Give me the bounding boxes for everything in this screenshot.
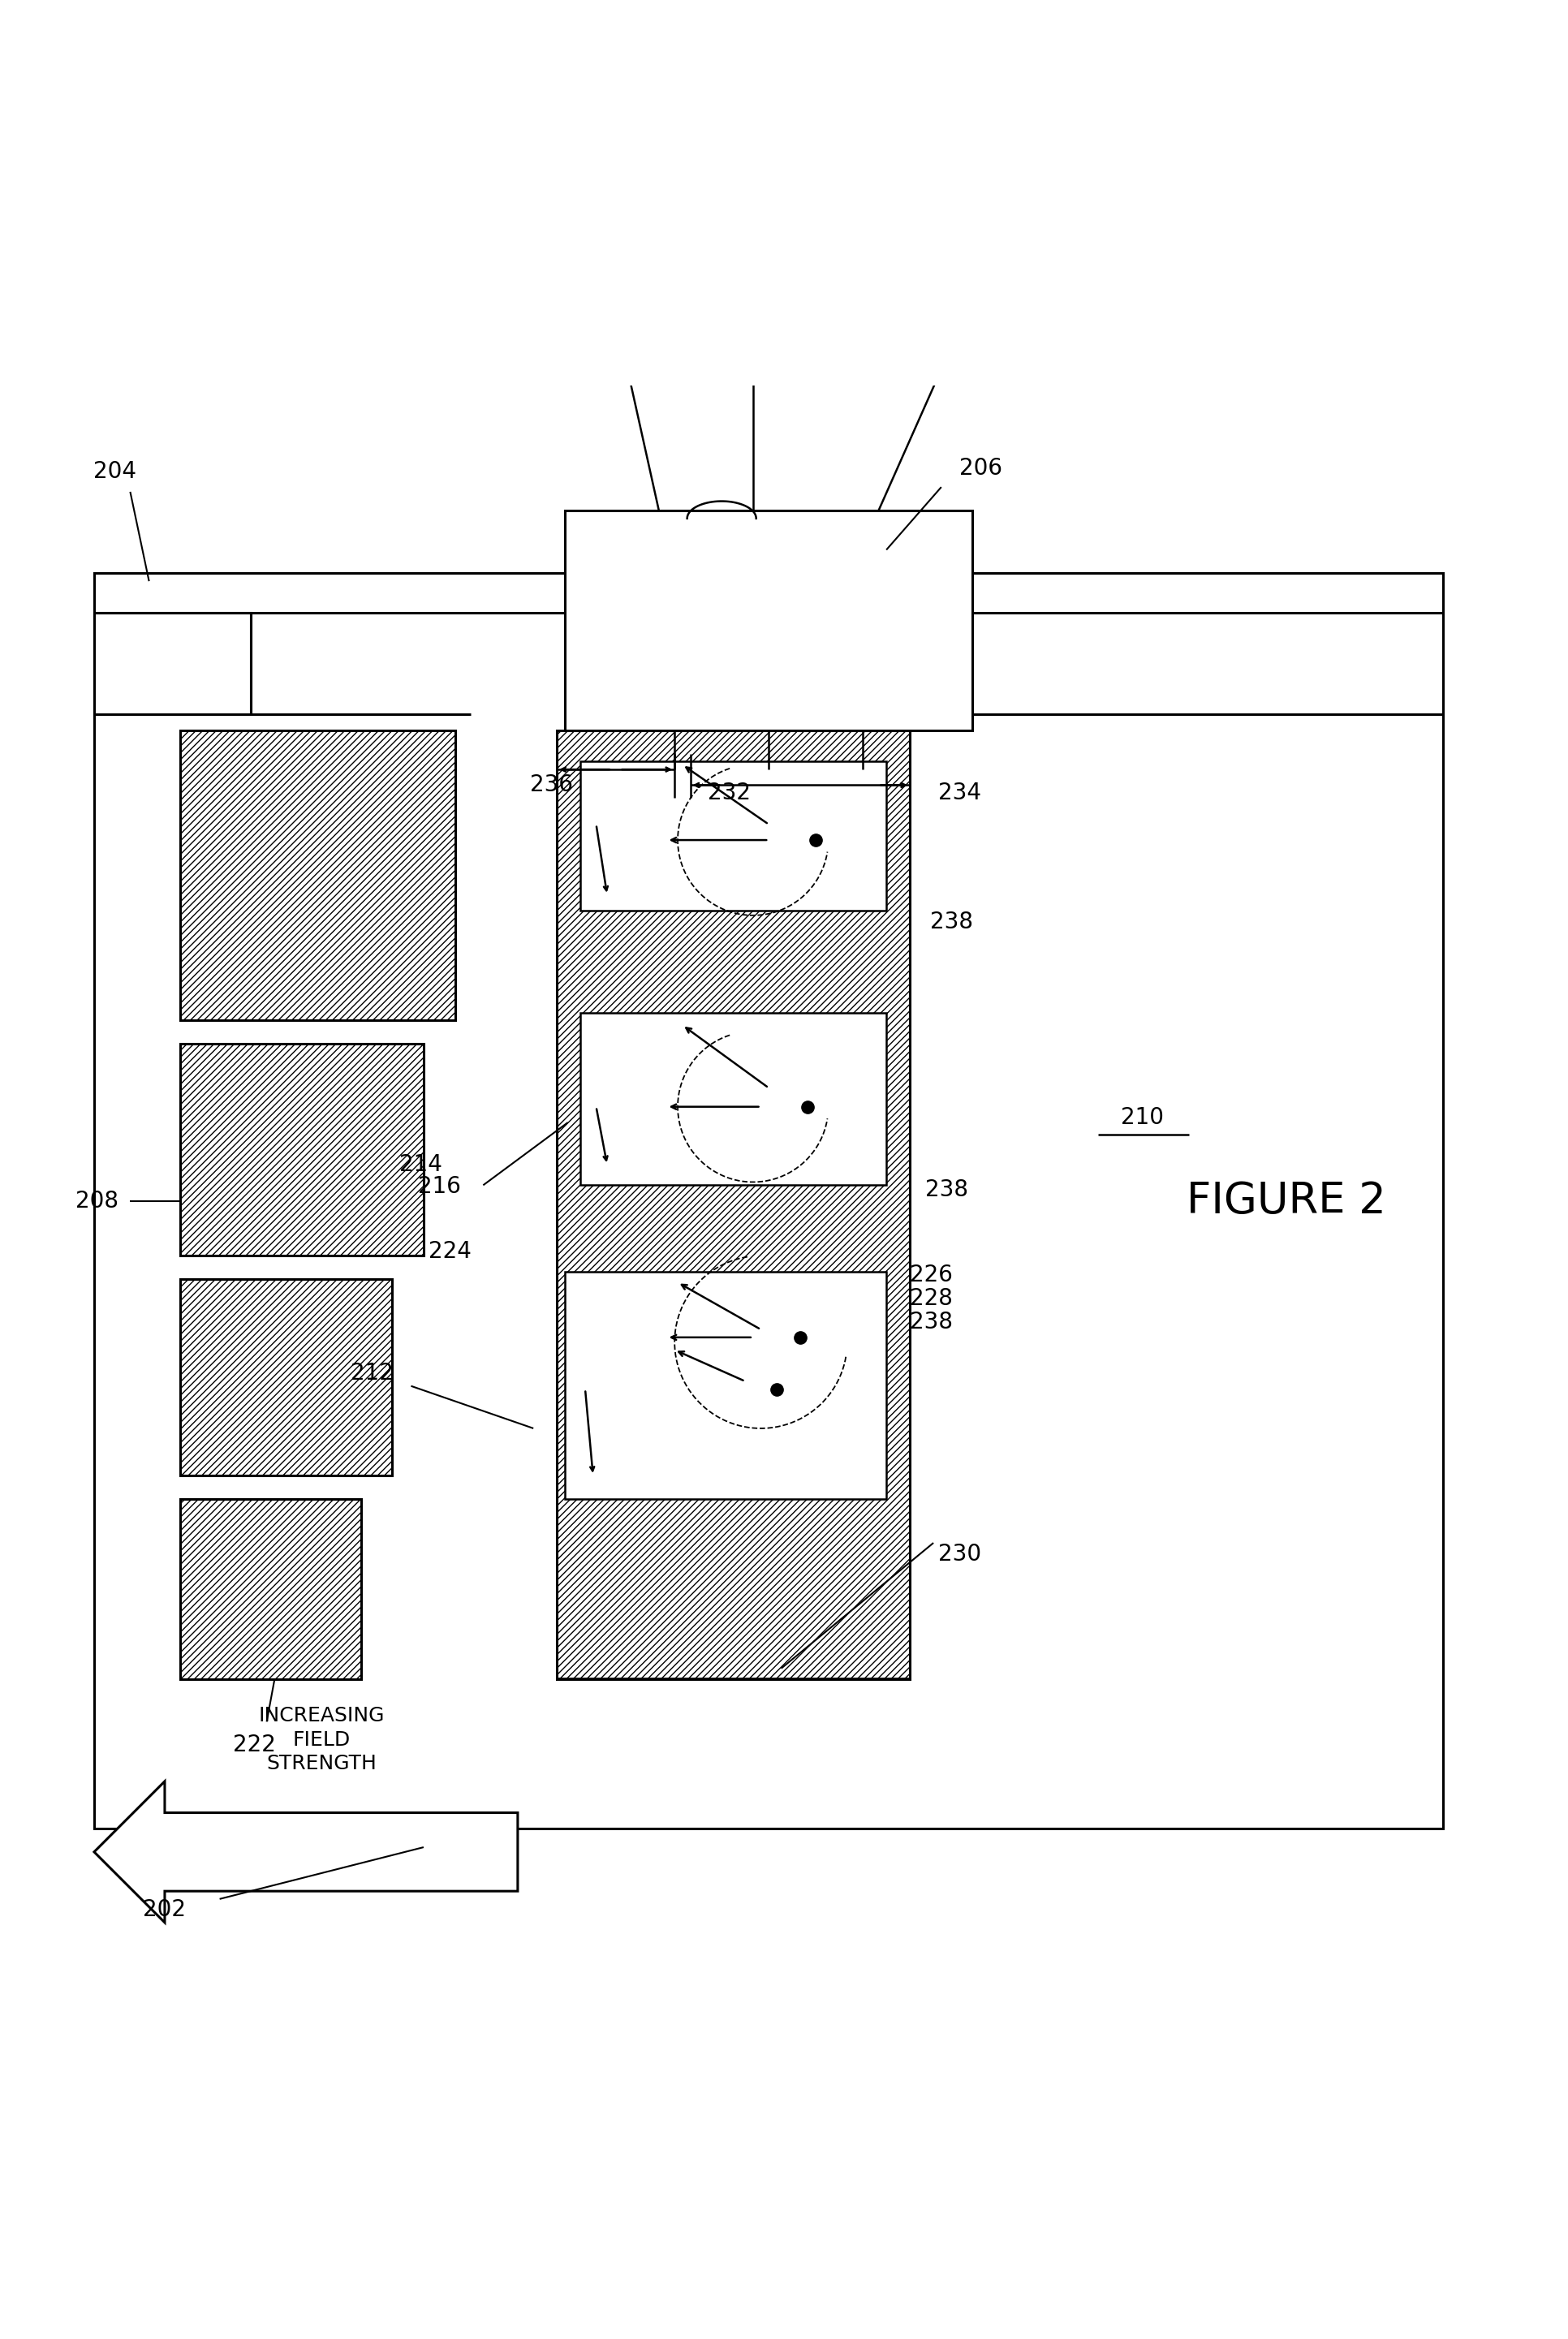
Text: 216: 216 [417,1177,461,1198]
Bar [180,730,455,1020]
Text: 214: 214 [398,1153,442,1177]
Text: 222: 222 [232,1733,276,1757]
Text: 206: 206 [958,456,1002,479]
Bar [94,573,1443,1829]
Text: 238: 238 [925,1179,967,1202]
Text: 238: 238 [930,910,972,933]
Bar [94,613,251,713]
Bar [580,1013,886,1186]
Bar [564,1272,886,1499]
Text: 228: 228 [909,1286,952,1310]
Text: 232: 232 [707,781,751,805]
Bar [180,1279,392,1476]
Text: 236: 236 [530,774,572,798]
Text: 226: 226 [909,1263,952,1286]
Polygon shape [94,1782,517,1923]
Text: 212: 212 [350,1361,394,1385]
Text: 202: 202 [143,1899,187,1920]
Text: INCREASING
FIELD
STRENGTH: INCREASING FIELD STRENGTH [259,1705,384,1773]
Text: 204: 204 [93,461,136,482]
Bar [557,730,909,1679]
Text: FIGURE 2: FIGURE 2 [1185,1179,1386,1221]
Bar [180,1499,361,1679]
Bar [580,763,886,910]
Text: 238: 238 [909,1310,952,1333]
Text: 210: 210 [1120,1106,1163,1130]
Bar [564,510,972,730]
Bar [180,1043,423,1256]
Text: 208: 208 [75,1191,119,1212]
Text: 234: 234 [938,781,980,805]
Text: 224: 224 [428,1240,472,1263]
Text: 230: 230 [938,1541,980,1565]
